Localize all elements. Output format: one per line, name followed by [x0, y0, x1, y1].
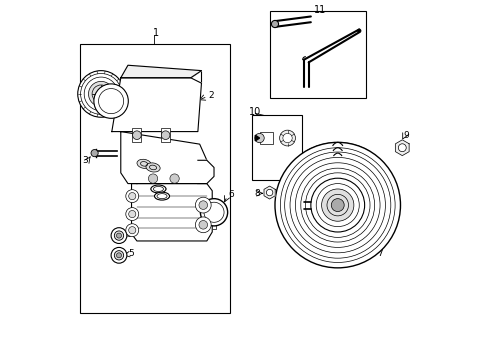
Circle shape — [330, 199, 344, 212]
Polygon shape — [121, 132, 206, 184]
Circle shape — [310, 178, 364, 232]
Polygon shape — [112, 78, 201, 132]
Bar — [206, 201, 215, 210]
Circle shape — [199, 221, 207, 229]
Circle shape — [128, 226, 136, 234]
Bar — [168, 174, 181, 184]
Ellipse shape — [145, 163, 160, 172]
Circle shape — [111, 247, 126, 263]
Circle shape — [148, 174, 158, 183]
Ellipse shape — [154, 192, 169, 200]
Bar — [161, 128, 170, 142]
Text: 11: 11 — [314, 5, 326, 15]
Circle shape — [111, 228, 126, 243]
Bar — [132, 128, 141, 142]
Circle shape — [161, 131, 169, 139]
Circle shape — [99, 89, 123, 114]
Circle shape — [282, 134, 292, 143]
Circle shape — [199, 201, 207, 210]
Text: 10: 10 — [249, 107, 261, 117]
Text: 3: 3 — [124, 77, 130, 86]
Circle shape — [128, 211, 136, 218]
Bar — [251, 116, 301, 180]
Polygon shape — [264, 186, 275, 199]
Circle shape — [266, 189, 272, 196]
Bar — [80, 44, 230, 313]
Circle shape — [91, 149, 98, 157]
Text: 4: 4 — [171, 192, 176, 201]
Polygon shape — [255, 135, 259, 141]
Circle shape — [271, 21, 278, 28]
Text: 5: 5 — [128, 249, 133, 258]
Circle shape — [254, 134, 264, 143]
Text: 7: 7 — [376, 249, 382, 258]
Circle shape — [78, 71, 124, 117]
Circle shape — [81, 73, 121, 114]
Ellipse shape — [151, 187, 165, 191]
Text: 4: 4 — [176, 179, 182, 188]
Bar — [259, 132, 273, 144]
Text: 1: 1 — [153, 28, 159, 38]
Circle shape — [398, 144, 406, 152]
Circle shape — [116, 253, 121, 258]
Circle shape — [125, 224, 139, 237]
Bar — [206, 221, 215, 229]
Circle shape — [357, 29, 360, 33]
Bar — [146, 174, 159, 184]
Circle shape — [125, 208, 139, 221]
Polygon shape — [131, 184, 212, 241]
Text: 9: 9 — [403, 131, 408, 140]
Circle shape — [128, 193, 136, 200]
Polygon shape — [121, 65, 201, 78]
Circle shape — [116, 233, 121, 238]
Polygon shape — [395, 140, 408, 156]
Text: 8: 8 — [254, 189, 260, 198]
Circle shape — [114, 231, 123, 240]
Circle shape — [88, 81, 113, 107]
Circle shape — [169, 174, 179, 183]
Ellipse shape — [151, 185, 165, 193]
Text: 6: 6 — [228, 190, 234, 199]
Circle shape — [132, 131, 141, 139]
Bar — [269, 12, 366, 98]
Text: 5: 5 — [128, 229, 133, 238]
Circle shape — [114, 251, 123, 260]
Circle shape — [274, 142, 400, 268]
Circle shape — [321, 189, 353, 221]
Circle shape — [195, 217, 211, 233]
Circle shape — [94, 84, 128, 118]
Ellipse shape — [137, 159, 151, 168]
Text: 2: 2 — [208, 91, 214, 100]
Circle shape — [200, 199, 227, 226]
Circle shape — [279, 130, 295, 146]
Circle shape — [195, 197, 211, 213]
Polygon shape — [198, 160, 214, 184]
Ellipse shape — [154, 194, 169, 198]
Circle shape — [125, 190, 139, 203]
Text: 3: 3 — [82, 156, 88, 165]
